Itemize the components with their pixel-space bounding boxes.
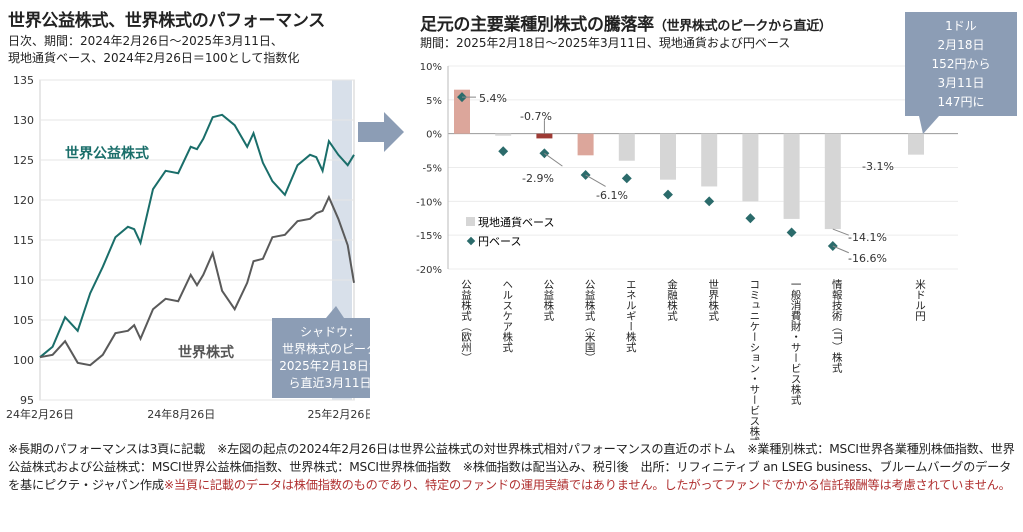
bar [577,133,594,156]
marker [498,146,509,157]
callout-line-5: 147円に [938,95,985,109]
footnote: ※長期のパフォーマンスは3頁に記載 ※左図の起点の2024年2月26日は世界公益… [8,442,1015,492]
marker [745,213,756,224]
left-chart-subtitle-1: 日次、期間：2024年2月26日～2025年3月11日、 [8,34,283,48]
marker [704,196,715,207]
x-tick-label: 24年8月26日 [147,407,215,421]
callout-line-4: 3月11日 [938,76,985,90]
bar [908,133,924,155]
y-tick-label: 120 [13,194,34,207]
marker [621,173,632,184]
y-tick-label: -5% [423,164,442,175]
left-chart-subtitle-2: 現地通貨ベース、2024年2月26日＝100として指数化 [8,51,300,65]
y-tick-label: 115 [13,234,34,247]
bar [454,89,470,134]
category-label: コミュニケーション・サービス株式 [748,279,760,440]
y-tick-label: 100 [13,354,34,367]
y-tick-label: 135 [13,74,34,87]
legend-marker-yen [466,236,476,246]
leader-line [832,245,849,254]
category-label: 公益株式 [542,279,554,321]
y-tick-label: 95 [20,394,34,407]
data-label: 5.4% [479,92,507,105]
y-tick-label: 110 [13,274,34,287]
y-tick-label: 5% [426,96,442,107]
marker [786,227,797,238]
category-label: 公益株式（欧州） [460,279,472,363]
callout-line-3: 152円から [932,57,991,71]
data-label: -16.6% [848,252,887,265]
y-tick-label: 0% [426,130,442,141]
category-label: 一般消費財・サービス株式 [790,279,802,405]
data-label: -14.1% [848,231,887,244]
x-tick-label: 24年2月26日 [6,407,74,421]
y-axis: 10% 5% 0% -5% -10% -15% -20% [416,62,958,276]
category-label: 金融株式 [666,278,678,321]
shadow-label-line-1: シャドウ： [300,325,360,339]
marker [663,189,673,200]
data-label: -6.1% [596,189,628,202]
fx-callout: 1ドル 2月18日 152円から 3月11日 147円に [905,12,1017,134]
series-label-world: 世界株式 [178,344,234,361]
shadow-callout: シャドウ： 世界株式のピーク 2025年2月18日か ら直近3月11日 [272,306,370,398]
bar [660,133,676,180]
legend-label-yen: 円ベース [478,235,521,248]
line-chart: 95 100 105 110 115 120 125 130 135 24年2月26日 24年8月… [6,74,370,421]
shadow-label-line-4: ら直近3月11日 [289,376,370,390]
data-label: -0.7% [520,110,552,123]
right-chart-title: 足元の主要業種別株式の騰落率（世界株式のピークから直近） [420,15,832,35]
shadow-label-line-3: 2025年2月18日か [279,359,370,373]
legend: 現地通貨ベース 円ベース [466,215,554,248]
category-label: ヘルスケア株式 [501,279,513,353]
arrow-icon [358,112,404,152]
legend-label-local: 現地通貨ベース [478,215,554,229]
category-label: 米ドル円 [914,278,926,322]
bar [742,133,759,202]
y-tick-label: -15% [416,231,442,242]
leader-line [544,152,563,167]
leader-line [585,174,606,187]
marker [580,169,591,180]
data-label: -2.9% [522,172,554,185]
leader-line [832,228,849,236]
shadow-label-line-2: 世界株式のピーク [282,341,370,356]
y-tick-label: 105 [13,314,34,327]
category-label: 情報技術（IT）株式 [831,278,843,372]
category-labels: 公益株式（欧州） ヘルスケア株式 公益株式 公益株式（米国） エネルギー株式 金融株式 世界… [460,278,926,440]
left-chart-title: 世界公益株式、世界株式のパフォーマンス [8,11,325,31]
x-tick-label: 25年2月26日 [307,407,370,421]
series-label-utilities: 世界公益株式 [65,145,149,162]
callout-line-1: 1ドル [945,19,977,33]
bar [536,133,553,139]
right-chart-subtitle: 期間：2025年2月18日～2025年3月11日、現地通貨および円ベース [420,36,791,50]
callout-line-2: 2月18日 [938,38,985,52]
legend-swatch-local [466,217,475,226]
y-tick-label: 125 [13,154,34,167]
y-tick-label: 130 [13,114,34,127]
series-line-utilities [39,113,355,358]
y-tick-label: -20% [416,265,442,276]
bar [701,133,718,187]
category-label: 公益株式（米国） [584,279,596,363]
y-tick-label: -10% [416,197,442,208]
bar [783,133,800,219]
data-label: -3.1% [862,160,894,173]
y-axis: 95 100 105 110 115 120 125 130 135 [13,74,354,407]
x-axis: 24年2月26日 24年8月26日 25年2月26日 [6,407,370,421]
bar [495,133,512,136]
bar-chart: 10%5%0%-5%-10%-15%-20% 公益株式（欧州） ヘルスケア株式 公益… [416,62,958,440]
y-tick-label: 10% [420,62,442,73]
bar [824,133,841,230]
series-line-world [39,194,355,367]
category-label: エネルギー株式 [625,279,637,353]
bar [618,133,635,161]
category-label: 世界株式 [707,279,719,321]
